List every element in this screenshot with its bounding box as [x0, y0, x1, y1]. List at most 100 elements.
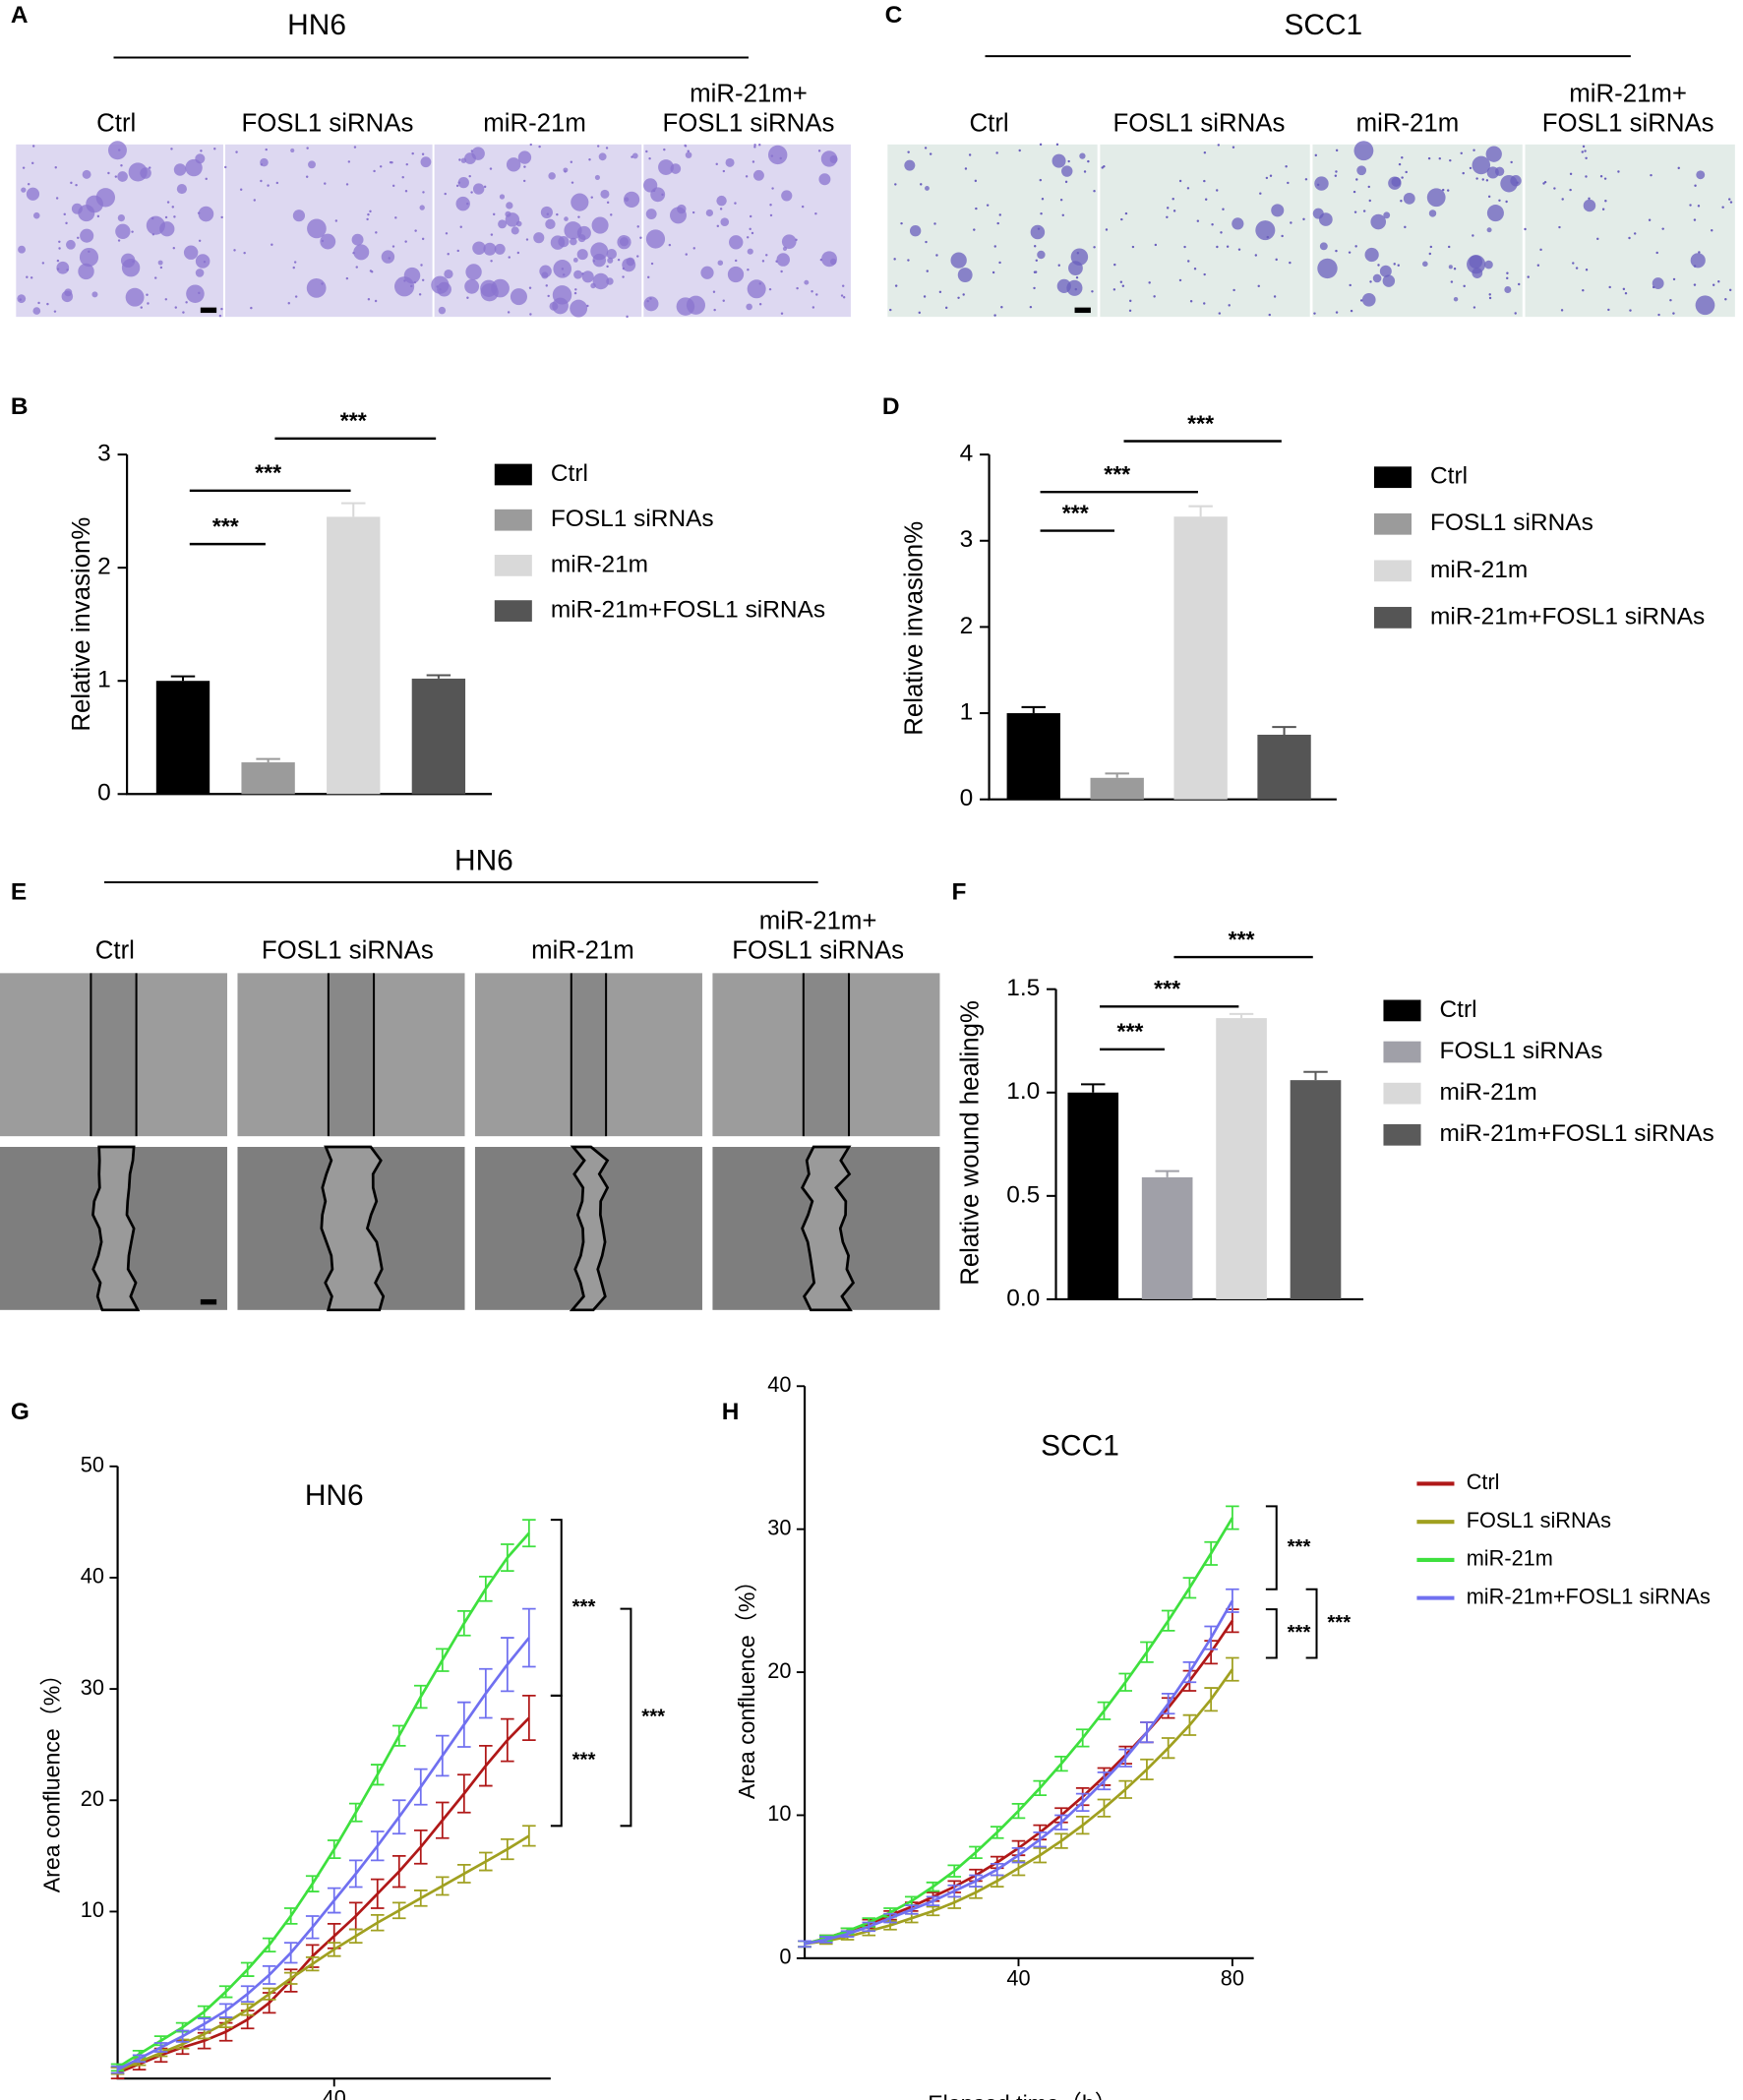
cell-dot [687, 150, 690, 152]
y-tick-label: 10 [81, 1897, 104, 1922]
cell-dot [492, 212, 496, 216]
cell-dot [63, 212, 66, 216]
legend-label: miR-21m [1430, 557, 1528, 583]
cell-dot [571, 181, 574, 184]
cell-dot [646, 299, 649, 303]
stained-cell [455, 196, 470, 211]
y-tick-label: 3 [97, 441, 111, 467]
stained-cell [552, 285, 572, 305]
significance-bracket [1265, 1608, 1278, 1659]
stained-cell [505, 212, 520, 227]
stained-cell [540, 206, 553, 218]
cell-dot [722, 169, 726, 173]
stained-cell [320, 233, 336, 250]
cell-dot [811, 290, 813, 293]
stained-cell [195, 254, 210, 269]
stained-cell [643, 178, 658, 193]
cell-dot [1712, 283, 1715, 286]
cell-dot [1093, 189, 1096, 193]
cell-dot [1112, 288, 1116, 291]
cell-dot [439, 287, 442, 291]
y-axis-label: Relative invasion% [901, 521, 929, 736]
legend-label: miR-21m+FOSL1 siRNAs [1430, 603, 1705, 630]
error-bar [1155, 1170, 1179, 1177]
cell-dot [394, 216, 397, 219]
series-line [804, 1668, 1234, 1946]
panel-title: HN6 [454, 844, 513, 876]
cell-dot [173, 215, 176, 218]
cell-dot [622, 267, 626, 270]
cell-dot [581, 272, 584, 275]
legend-swatch [494, 555, 532, 576]
panel-letter: B [11, 393, 29, 420]
x-axis-label: Elapsed time（h） [928, 2090, 1117, 2100]
stained-cell [1271, 204, 1285, 217]
cell-dot [758, 303, 762, 306]
cell-dot [1075, 276, 1079, 279]
cell-dot [924, 147, 928, 150]
cell-dot [1335, 170, 1338, 173]
wound-gap [571, 973, 607, 1137]
significance-label: *** [1154, 976, 1180, 1001]
cell-dot [1189, 300, 1193, 303]
cell-dot [203, 260, 207, 264]
cell-dot [355, 266, 358, 269]
cell-dot [1669, 298, 1672, 302]
cell-dot [120, 164, 123, 167]
stained-cell [1426, 188, 1446, 208]
cell-dot [586, 304, 589, 308]
stained-cell [21, 187, 27, 193]
stained-cell [1422, 261, 1428, 268]
column-label: FOSL1 siRNAs [241, 109, 413, 137]
cell-dot [617, 258, 621, 262]
error-bar [522, 1825, 536, 1847]
y-tick-label: 30 [81, 1675, 104, 1700]
legend-label: FOSL1 siRNAs [551, 506, 714, 532]
stained-cell [353, 244, 370, 261]
stained-cell [767, 145, 788, 165]
error-bar [1272, 726, 1296, 735]
stained-cell [307, 218, 327, 239]
cell-dot [260, 163, 264, 166]
cell-dot [1204, 198, 1208, 201]
cell-dot [1124, 211, 1128, 215]
cell-dot [55, 197, 59, 200]
cell-dot [596, 145, 600, 148]
cell-dot [1289, 261, 1292, 265]
stained-cell [782, 246, 788, 251]
stained-cell [658, 159, 674, 175]
cell-dot [975, 207, 978, 210]
cell-dot [483, 185, 487, 189]
bar [1216, 1018, 1267, 1299]
cell-dot [22, 166, 26, 169]
stained-cell [600, 189, 610, 199]
cell-dot [1226, 245, 1230, 248]
cell-dot [345, 276, 349, 280]
legend-label: FOSL1 siRNAs [1467, 1508, 1611, 1532]
y-tick-label: 2 [97, 554, 111, 580]
y-tick-label: 20 [767, 1658, 791, 1683]
error-bar [1105, 772, 1129, 778]
legend-swatch [1373, 512, 1412, 535]
cell-dot [1259, 192, 1262, 195]
stained-cell [1314, 176, 1329, 191]
cell-dot [645, 150, 648, 153]
stained-cell [1448, 265, 1453, 270]
cell-dot [1076, 252, 1080, 255]
stained-cell [457, 177, 469, 189]
y-axis-label: Relative invasion% [68, 517, 95, 732]
cell-dot [1074, 287, 1078, 291]
cell-dot [418, 293, 422, 296]
bar [1290, 1080, 1342, 1299]
cell-dot [1220, 231, 1223, 234]
cell-dot [761, 260, 765, 263]
stained-cell [592, 272, 610, 290]
wound-gap [90, 973, 137, 1137]
stained-cell [950, 252, 967, 269]
stained-cell [1319, 242, 1328, 251]
cell-dot [769, 204, 772, 207]
significance-label: *** [1187, 410, 1214, 436]
cell-dot [1588, 197, 1591, 201]
stained-cell [752, 169, 764, 181]
cell-dot [1119, 280, 1123, 283]
